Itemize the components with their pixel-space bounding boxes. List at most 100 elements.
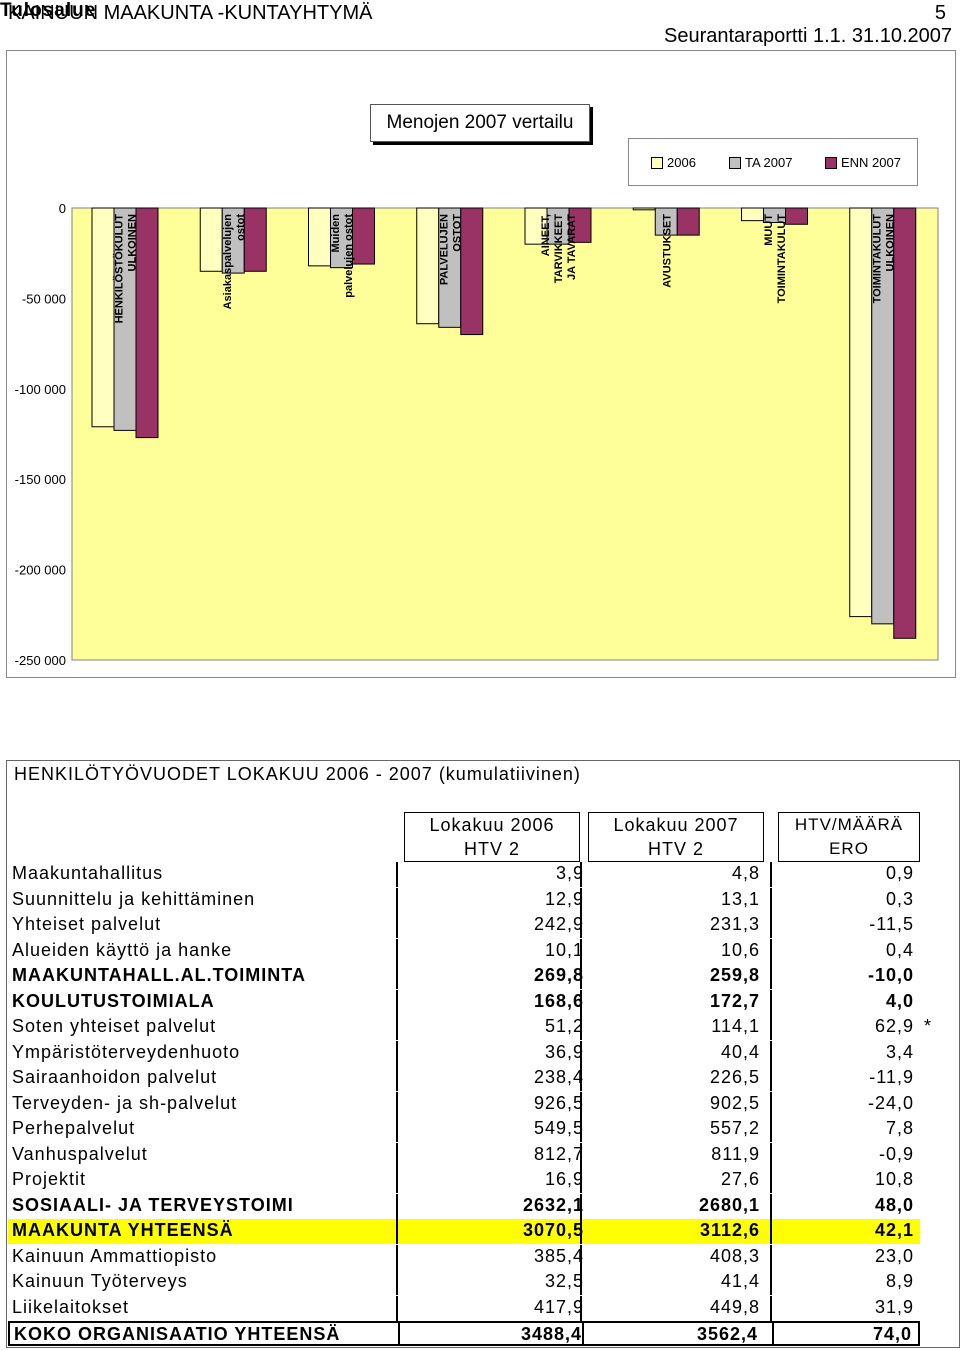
column-divider <box>770 1040 772 1066</box>
column-divider <box>396 1015 398 1040</box>
column-divider <box>580 1142 582 1168</box>
y-tick-label: -250 000 <box>15 653 66 668</box>
category-label: PALVELUJEN OSTOT <box>438 214 463 285</box>
column-divider <box>582 1323 584 1344</box>
bar <box>416 207 440 325</box>
legend-label: ENN 2007 <box>841 155 901 170</box>
y-tick-label: -150 000 <box>15 472 66 487</box>
value-lokakuu-2007: 811,9 <box>711 1143 760 1164</box>
legend-swatch <box>729 156 741 169</box>
value-lokakuu-2006: 242,9 <box>533 914 584 934</box>
column-divider <box>398 1323 400 1344</box>
table-row: Projektit 16,9 27,6 10,8 <box>8 1168 920 1193</box>
table-row: Perhepalvelut 549,5 557,2 7,8 <box>8 1117 920 1142</box>
table-title: HENKILÖTYÖVUODET LOKAKUU 2006 - 2007 (ku… <box>14 764 581 784</box>
report-period: Seurantaraportti 1.1. 31.10.2007 <box>664 25 952 47</box>
value-lokakuu-2007: 10,6 <box>720 939 760 960</box>
table-row: Kainuun Työterveys 32,5 41,4 8,9 <box>8 1270 920 1295</box>
category-label-line: PALVELUJEN <box>438 214 450 285</box>
table-row: Terveyden- ja sh-palvelut 926,5 902,5 -24,0 <box>8 1091 920 1117</box>
value-lokakuu-2007: 27,6 <box>720 1169 760 1189</box>
header-line: Lokakuu 2006 <box>429 815 555 835</box>
y-tick-label: -200 000 <box>15 563 66 578</box>
table-row: Sairaanhoidon palvelut 238,4 226,5 -11,9 <box>8 1066 920 1091</box>
column-divider <box>580 1295 582 1321</box>
table-row: Suunnittelu ja kehittäminen 12,9 13,1 0,3 <box>8 887 920 913</box>
column-divider <box>396 938 398 964</box>
row-label: MAAKUNTA YHTEENSÄ <box>12 1220 234 1240</box>
bar <box>243 207 267 272</box>
column-header-htv-ero: HTV/MÄÄRÄ ERO <box>778 812 920 862</box>
table-row: KOKO ORGANISAATIO YHTEENSÄ 3488,4 3562,4 74… <box>8 1321 920 1346</box>
row-label: Kainuun Työterveys <box>12 1271 188 1291</box>
legend-item-enn2007: ENN 2007 <box>825 155 901 170</box>
column-divider <box>396 1168 398 1193</box>
header-line: Lokakuu 2007 <box>613 815 739 835</box>
value-htv-ero: 62,9 <box>874 1016 914 1036</box>
column-divider <box>770 1066 772 1091</box>
column-divider <box>770 1244 772 1270</box>
category-label: MUUT TOIMINTAKULUT <box>763 214 788 304</box>
column-divider <box>770 887 772 913</box>
category-label-line: HENKILÖSTÖKULUT <box>113 214 126 324</box>
column-divider <box>580 1193 582 1219</box>
y-tick-label: 0 <box>59 201 66 216</box>
column-divider <box>770 1142 772 1168</box>
bar-chart: 0 -50 000 -100 000 -150 000 -200 000 -250 000… <box>15 201 939 668</box>
value-lokakuu-2007: 449,8 <box>709 1296 760 1317</box>
y-tick-label: -100 000 <box>15 382 66 397</box>
legend-item-2006: 2006 <box>651 155 696 170</box>
value-lokakuu-2006: 32,5 <box>544 1271 584 1291</box>
category-label-line: MUUT <box>763 214 775 246</box>
row-label: Perhepalvelut <box>12 1118 136 1138</box>
column-divider <box>770 1219 772 1244</box>
value-htv-ero: -11,5 <box>869 914 914 934</box>
value-lokakuu-2006: 16,9 <box>544 1169 584 1189</box>
value-htv-ero: 7,8 <box>885 1118 914 1138</box>
value-htv-ero: -10,0 <box>867 965 914 985</box>
column-divider <box>580 1117 582 1142</box>
row-label: Alueiden käyttö ja hanke <box>12 939 233 960</box>
column-divider <box>396 1040 398 1066</box>
column-divider <box>580 1066 582 1091</box>
y-tick-label: -50 000 <box>22 291 66 306</box>
value-lokakuu-2006: 36,9 <box>544 1041 584 1062</box>
category-label-line: ULKOINEN <box>127 214 139 272</box>
table-row: KOULUTUSTOIMIALA 168,6 172,7 4,0 <box>8 989 920 1015</box>
row-label: KOKO ORGANISAATIO YHTEENSÄ <box>14 1324 341 1344</box>
category-label: HENKILÖSTÖKULUT ULKOINEN <box>113 214 139 324</box>
legend-label: TA 2007 <box>745 155 793 170</box>
category-label-line: AVUSTUKSET <box>661 214 673 288</box>
category-label-line: TOIMINTAKULUT <box>776 214 788 304</box>
value-lokakuu-2006: 12,9 <box>544 888 584 909</box>
column-divider <box>580 1219 582 1244</box>
category-label-line: TOIMINTAKULUT <box>871 214 883 304</box>
column-divider <box>396 1270 398 1295</box>
column-divider <box>770 1295 772 1321</box>
table-row: Yhteiset palvelut 242,9 231,3 -11,5 <box>8 913 920 938</box>
value-lokakuu-2007: 4,8 <box>731 863 760 883</box>
column-divider <box>396 964 398 989</box>
column-divider <box>770 964 772 989</box>
value-htv-ero: -0,9 <box>878 1143 914 1164</box>
bar <box>91 207 115 428</box>
row-label: Maakuntahallitus <box>12 863 164 883</box>
column-divider <box>580 913 582 938</box>
column-divider <box>396 1295 398 1321</box>
value-htv-ero: 74,0 <box>872 1324 912 1344</box>
value-lokakuu-2006: 3,9 <box>555 863 584 883</box>
value-htv-ero: 0,9 <box>885 863 914 883</box>
column-divider <box>580 1040 582 1066</box>
table-row: Liikelaitokset 417,9 449,8 31,9 <box>8 1295 920 1321</box>
column-divider <box>770 938 772 964</box>
category-label-line: TARVIKKEET <box>553 214 565 284</box>
row-label: Projektit <box>12 1169 87 1189</box>
column-divider <box>580 887 582 913</box>
value-lokakuu-2006: 417,9 <box>533 1296 584 1317</box>
column-divider <box>770 862 772 887</box>
row-label: Suunnittelu ja kehittäminen <box>12 888 256 909</box>
value-lokakuu-2007: 408,3 <box>709 1245 760 1266</box>
value-lokakuu-2007: 172,7 <box>709 990 760 1011</box>
category-label-line: palvelujen ostot <box>343 214 355 298</box>
bar <box>568 207 592 243</box>
